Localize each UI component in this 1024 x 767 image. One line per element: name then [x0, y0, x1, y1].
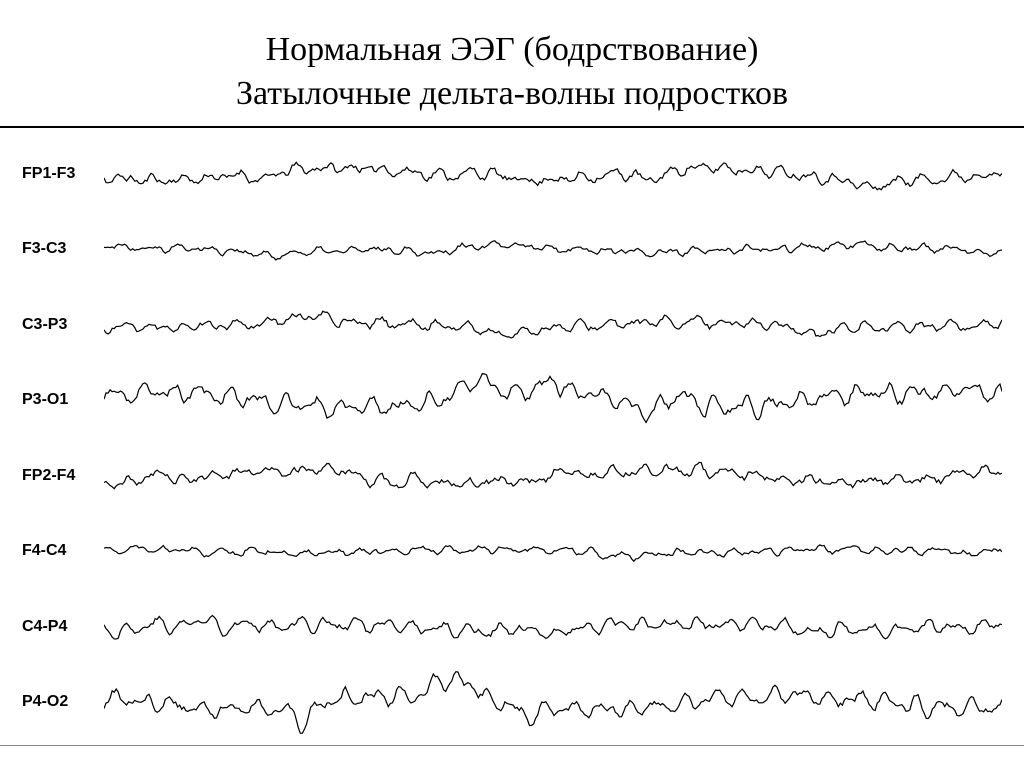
eeg-channels: FP1-F3 F3-C3 C3-P3 P3-O1 FP2-F4 F4-C4 C4-P4 P4-… — [22, 136, 1002, 740]
channel-row: FP1-F3 — [22, 139, 1002, 209]
channel-row: F3-C3 — [22, 214, 1002, 284]
channel-label: P4-O2 — [22, 693, 104, 711]
slide: Нормальная ЭЭГ (бодрствование) Затылочны… — [0, 0, 1024, 767]
channel-label: P3-O1 — [22, 391, 104, 409]
channel-row: F4-C4 — [22, 516, 1002, 586]
channel-row: C4-P4 — [22, 592, 1002, 662]
title-line-2: Затылочные дельта-волны подростков — [0, 72, 1024, 116]
title-block: Нормальная ЭЭГ (бодрствование) Затылочны… — [0, 0, 1024, 124]
channel-label: FP1-F3 — [22, 165, 104, 183]
title-line-1: Нормальная ЭЭГ (бодрствование) — [0, 28, 1024, 72]
channel-label: F3-C3 — [22, 240, 104, 258]
eeg-trace — [104, 365, 1002, 435]
eeg-trace — [104, 214, 1002, 284]
channel-row: C3-P3 — [22, 290, 1002, 360]
channel-row: FP2-F4 — [22, 441, 1002, 511]
channel-label: C4-P4 — [22, 618, 104, 636]
eeg-frame: FP1-F3 F3-C3 C3-P3 P3-O1 FP2-F4 F4-C4 C4-P4 P4-… — [0, 126, 1024, 746]
channel-row: P3-O1 — [22, 365, 1002, 435]
channel-label: FP2-F4 — [22, 467, 104, 485]
eeg-trace — [104, 592, 1002, 662]
eeg-trace — [104, 516, 1002, 586]
channel-label: F4-C4 — [22, 542, 104, 560]
channel-label: C3-P3 — [22, 316, 104, 334]
eeg-trace — [104, 441, 1002, 511]
channel-row: P4-O2 — [22, 667, 1002, 737]
eeg-trace — [104, 290, 1002, 360]
eeg-trace — [104, 139, 1002, 209]
eeg-trace — [104, 667, 1002, 737]
